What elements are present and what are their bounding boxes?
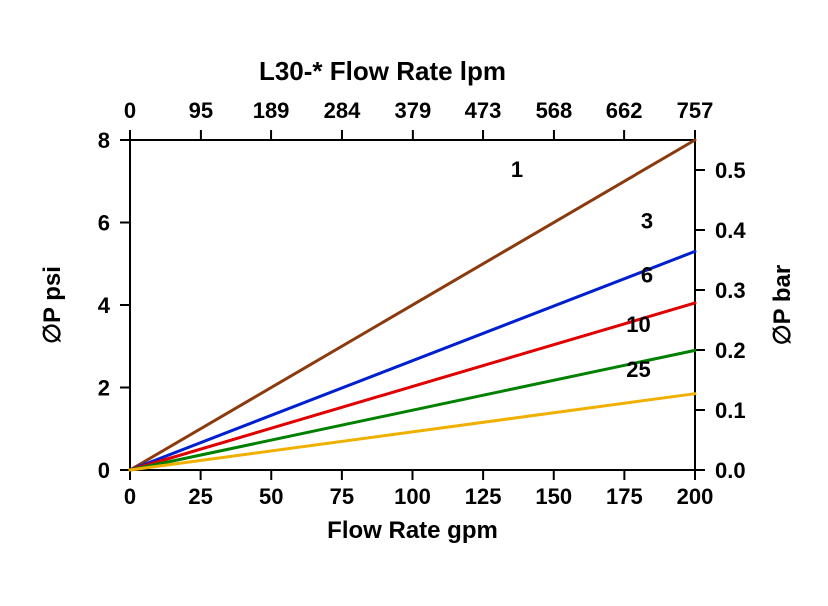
chart-container: 0255075100125150175200Flow Rate gpm09518… <box>0 0 828 606</box>
y-right-tick-label: 0.0 <box>715 458 746 483</box>
y-left-tick-label: 4 <box>98 293 111 318</box>
series-label-25: 25 <box>626 357 650 382</box>
series-label-10: 10 <box>626 312 650 337</box>
x-bottom-tick-label: 125 <box>465 484 502 509</box>
x-top-tick-label: 757 <box>677 98 714 123</box>
x-top-tick-label: 189 <box>253 98 290 123</box>
y-right-tick-label: 0.4 <box>715 218 746 243</box>
x-top-tick-label: 379 <box>395 98 432 123</box>
series-label-6: 6 <box>641 262 653 287</box>
y-left-tick-label: 0 <box>98 458 110 483</box>
y-left-tick-label: 8 <box>98 128 110 153</box>
y-right-tick-label: 0.2 <box>715 338 746 363</box>
x-bottom-tick-label: 200 <box>677 484 714 509</box>
x-bottom-tick-label: 150 <box>535 484 572 509</box>
series-label-1: 1 <box>511 157 523 182</box>
x-bottom-tick-label: 100 <box>394 484 431 509</box>
y-right-tick-label: 0.5 <box>715 158 746 183</box>
y-left-tick-label: 6 <box>98 211 110 236</box>
x-bottom-tick-label: 75 <box>330 484 354 509</box>
y-right-axis-title: ∅P bar <box>769 265 796 346</box>
y-right-tick-label: 0.1 <box>715 398 746 423</box>
x-bottom-tick-label: 175 <box>606 484 643 509</box>
x-top-tick-label: 95 <box>189 98 213 123</box>
x-top-tick-label: 284 <box>324 98 361 123</box>
series-label-3: 3 <box>641 209 653 234</box>
x-bottom-tick-label: 50 <box>259 484 283 509</box>
x-top-tick-label: 568 <box>536 98 573 123</box>
x-bottom-tick-label: 25 <box>188 484 212 509</box>
x-top-tick-label: 473 <box>465 98 502 123</box>
chart-title: L30-* Flow Rate lpm <box>259 56 506 86</box>
y-right-tick-label: 0.3 <box>715 278 746 303</box>
x-top-tick-label: 0 <box>124 98 136 123</box>
x-top-tick-label: 662 <box>606 98 643 123</box>
x-bottom-axis-title: Flow Rate gpm <box>327 517 498 544</box>
y-left-axis-title: ∅P psi <box>39 266 66 344</box>
y-left-tick-label: 2 <box>98 376 110 401</box>
x-bottom-tick-label: 0 <box>124 484 136 509</box>
pressure-flow-chart: 0255075100125150175200Flow Rate gpm09518… <box>0 0 828 606</box>
